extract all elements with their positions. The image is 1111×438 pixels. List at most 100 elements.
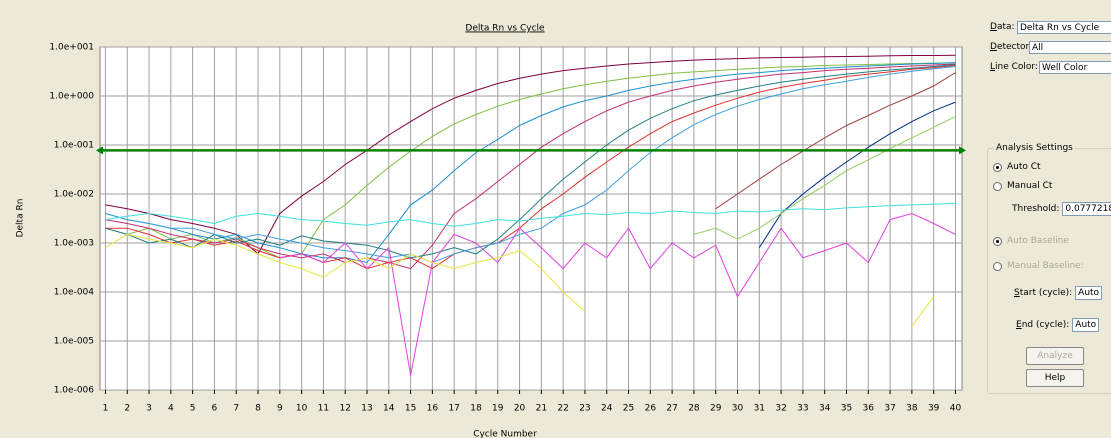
data-row: Data: — [990, 22, 1015, 32]
start-input[interactable]: Auto — [1075, 286, 1103, 300]
auto-ct-label: Auto Ct — [1007, 162, 1041, 172]
amplification-line — [758, 101, 956, 248]
amplification-line — [279, 212, 956, 376]
x-tick-label: 40 — [950, 404, 962, 414]
start-row: Start (cycle): Auto — [1014, 286, 1103, 300]
y-tick-label: 1.0e-002 — [54, 190, 94, 200]
x-tick-label: 5 — [190, 404, 196, 414]
manual-baseline: Manual Baseline: — [993, 261, 1084, 271]
manual-ct[interactable]: Manual Ct — [993, 181, 1052, 191]
amplification-line — [105, 54, 956, 255]
threshold-label: Threshold: — [1012, 204, 1060, 214]
amplification-line — [105, 66, 956, 264]
chart-title: Delta Rn vs Cycle — [465, 24, 545, 34]
amplification-line — [105, 233, 935, 327]
x-tick-label: 6 — [212, 404, 218, 414]
x-tick-label: 10 — [296, 404, 308, 414]
x-tick-label: 12 — [339, 404, 350, 414]
x-tick-label: 27 — [666, 404, 677, 414]
x-tick-label: 7 — [233, 404, 239, 414]
radio — [993, 261, 1002, 271]
end-input[interactable]: Auto — [1072, 318, 1100, 332]
radio[interactable] — [993, 162, 1002, 172]
x-tick-label: 37 — [884, 404, 895, 414]
threshold-arrow — [959, 146, 966, 155]
y-tick-label: 1.0e-006 — [54, 386, 95, 396]
end-label: End (cycle): — [1016, 320, 1070, 330]
detector-select[interactable]: All — [1029, 41, 1111, 54]
amplification-line — [105, 63, 956, 270]
x-tick-label: 8 — [255, 404, 261, 414]
amplification-line — [105, 62, 956, 264]
data-select[interactable]: Delta Rn vs Cycle — [1017, 21, 1111, 34]
x-tick-label: 34 — [819, 404, 831, 414]
auto-ct[interactable]: Auto Ct — [993, 162, 1041, 172]
amplification-line — [715, 72, 956, 210]
analyze-button: Analyze — [1026, 347, 1084, 365]
amplification-line — [105, 62, 956, 259]
x-tick-label: 24 — [601, 404, 613, 414]
x-tick-label: 36 — [863, 404, 875, 414]
x-tick-label: 29 — [710, 404, 722, 414]
y-tick-label: 1.0e-003 — [54, 239, 94, 249]
x-tick-label: 2 — [124, 404, 130, 414]
chart: Delta Rn vs Cycle Cycle Number Delta Rn … — [16, 24, 966, 438]
x-tick-label: 14 — [383, 404, 395, 414]
x-tick-label: 19 — [492, 404, 504, 414]
analysis-settings: Analysis Settings Auto Ct Manual Ct Thre… — [987, 143, 1111, 394]
amplification-line — [693, 116, 956, 240]
x-tick-label: 1 — [103, 404, 109, 414]
x-tick-label: 3 — [146, 404, 152, 414]
start-label: Start (cycle): — [1014, 288, 1073, 298]
y-tick-label: 1.0e-004 — [54, 288, 95, 298]
x-tick-label: 28 — [688, 404, 700, 414]
line-color-select[interactable]: Well Color — [1039, 61, 1111, 74]
x-axis-label: Cycle Number — [473, 430, 537, 438]
manual-ct-label: Manual Ct — [1007, 181, 1053, 191]
x-tick-label: 31 — [754, 404, 765, 414]
manual-baseline-label: Manual Baseline: — [1007, 261, 1084, 271]
x-tick-label: 4 — [168, 404, 174, 414]
detector-row: Detector: — [990, 42, 1032, 52]
y-tick-label: 1.0e+001 — [49, 43, 94, 53]
x-tick-label: 26 — [645, 404, 657, 414]
auto-baseline: Auto Baseline — [993, 236, 1069, 246]
x-tick-label: 38 — [906, 404, 918, 414]
threshold-input[interactable]: 0.0777218 — [1062, 202, 1111, 216]
amplification-line — [105, 64, 956, 259]
x-tick-label: 18 — [470, 404, 482, 414]
y-tick-label: 1.0e-001 — [54, 141, 94, 151]
x-tick-label: 22 — [557, 404, 568, 414]
x-tick-label: 39 — [928, 404, 940, 414]
line-color-label: Line Color: — [990, 62, 1038, 72]
line-color-row: Line Color: — [990, 62, 1038, 72]
data-label: Data: — [990, 22, 1015, 32]
x-tick-label: 33 — [797, 404, 808, 414]
radio[interactable] — [993, 181, 1002, 191]
radio — [993, 236, 1002, 246]
y-tick-label: 1.0e-005 — [54, 337, 94, 347]
group-title: Analysis Settings — [994, 143, 1075, 153]
detector-label: Detector: — [990, 42, 1033, 52]
x-tick-label: 32 — [775, 404, 786, 414]
x-tick-label: 30 — [732, 404, 744, 414]
amplification-line — [105, 202, 956, 227]
x-tick-label: 9 — [277, 404, 283, 414]
end-row: End (cycle): Auto — [1016, 318, 1100, 332]
y-axis-label: Delta Rn — [16, 199, 26, 238]
auto-baseline-label: Auto Baseline — [1007, 236, 1069, 246]
x-tick-label: 13 — [361, 404, 372, 414]
help-button[interactable]: Help — [1026, 369, 1084, 387]
settings-panel: Data: Delta Rn vs Cycle Detector: All Li… — [985, 0, 1111, 438]
x-tick-label: 17 — [448, 404, 459, 414]
threshold-arrow — [96, 146, 103, 155]
x-tick-label: 21 — [536, 404, 547, 414]
x-tick-label: 25 — [623, 404, 634, 414]
x-tick-label: 35 — [841, 404, 852, 414]
x-tick-label: 23 — [579, 404, 590, 414]
threshold-row: Threshold: 0.0777218 — [1012, 202, 1111, 216]
x-tick-label: 15 — [405, 404, 416, 414]
y-tick-label: 1.0e+000 — [49, 92, 94, 102]
x-tick-label: 16 — [427, 404, 439, 414]
